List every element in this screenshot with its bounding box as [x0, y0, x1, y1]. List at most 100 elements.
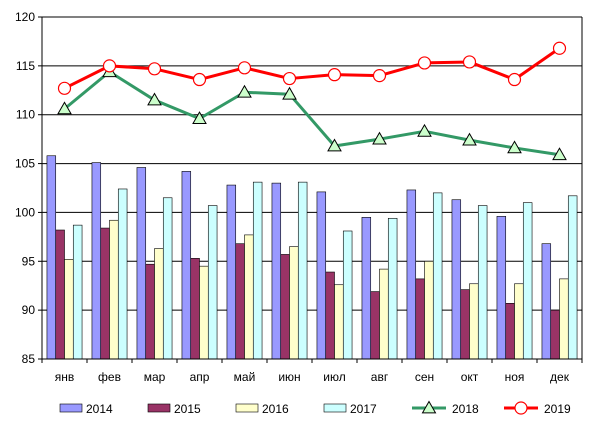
point-2018-авг [372, 131, 387, 145]
bar-2016-май [244, 234, 254, 360]
bar-2016-янв [64, 259, 74, 360]
point-2018-июл [327, 138, 342, 152]
bar-2017-окт [477, 205, 488, 360]
bar-2015-мар [145, 263, 155, 360]
bar-2017-авг [387, 217, 398, 360]
point-2019-дек [552, 41, 567, 55]
bar-2014-дек [541, 243, 552, 360]
bar-2014-июл [316, 191, 327, 360]
bar-2015-дек [550, 309, 560, 360]
bar-2015-июн [280, 254, 290, 360]
legend-label-2015: 2015 [174, 402, 201, 416]
point-2019-апр [192, 72, 207, 87]
bar-2016-июл [334, 284, 344, 360]
point-2019-мар [147, 62, 162, 76]
legend-swatch-2015 [147, 403, 171, 413]
bar-2015-ноя [505, 303, 515, 360]
y-tick-label: 115 [16, 59, 35, 73]
bar-2014-апр [181, 171, 192, 360]
legend-swatch-2017 [323, 403, 347, 413]
point-2019-май [237, 61, 252, 75]
y-tick-label: 110 [16, 108, 35, 122]
bar-2017-мар [162, 197, 173, 360]
x-tick-label: авг [371, 370, 389, 384]
bar-2016-авг [379, 268, 389, 360]
point-2018-апр [192, 111, 207, 124]
x-tick-label: дек [550, 370, 570, 384]
bar-2016-апр [199, 265, 209, 360]
bar-2014-сен [406, 189, 417, 360]
bar-2015-янв [55, 229, 65, 360]
bar-2017-июл [342, 230, 353, 360]
x-tick-label: окт [461, 370, 479, 384]
bar-2016-окт [469, 283, 479, 360]
bar-2014-фев [91, 162, 102, 360]
bar-2015-сен [415, 278, 425, 360]
bar-2017-апр [207, 205, 218, 360]
legend-marker-2019 [514, 401, 528, 415]
legend-label-2016: 2016 [262, 402, 289, 416]
legend-label-2014: 2014 [86, 402, 113, 416]
point-2019-ноя [507, 72, 522, 87]
legend-label-2018: 2018 [452, 402, 479, 416]
bar-2016-сен [424, 260, 434, 360]
point-2018-ноя [507, 140, 522, 154]
bar-2015-июл [325, 271, 335, 360]
line-2019 [63, 47, 561, 90]
point-2018-янв [57, 101, 72, 115]
line-2018 [63, 70, 560, 157]
point-2019-янв [57, 81, 72, 95]
bar-2017-янв [72, 224, 83, 360]
point-2018-сен [417, 123, 432, 137]
legend-label-2017: 2017 [350, 402, 377, 416]
y-tick-label: 85 [22, 352, 36, 366]
legend-swatch-2016 [235, 403, 259, 413]
y-tick-label: 105 [15, 157, 35, 171]
point-2018-июн [282, 86, 297, 100]
plot-area [42, 17, 582, 359]
x-tick-label: июл [323, 370, 345, 384]
bar-2016-дек [559, 278, 569, 360]
bar-2015-апр [190, 258, 200, 360]
bar-2014-июн [271, 182, 282, 360]
bar-2015-май [235, 243, 245, 360]
point-2018-дек [552, 147, 567, 161]
bar-2014-мар [136, 167, 147, 360]
legend-label-2019: 2019 [544, 402, 571, 416]
bar-2017-ноя [522, 202, 533, 360]
point-2019-сен [417, 56, 432, 70]
bar-2016-фев [109, 219, 119, 360]
y-tick-label: 95 [22, 254, 36, 268]
bar-2015-фев [100, 227, 110, 360]
point-2019-июн [282, 71, 297, 86]
bar-2017-фев [117, 188, 128, 360]
point-2019-фев [102, 59, 117, 73]
bar-2016-мар [154, 248, 164, 360]
point-2018-окт [462, 132, 477, 146]
bar-2017-май [252, 181, 263, 360]
bar-2017-сен [432, 192, 443, 360]
y-tick-label: 90 [22, 303, 36, 317]
point-2019-июл [327, 68, 342, 82]
bar-2014-авг [361, 217, 372, 360]
x-tick-label: мар [144, 370, 166, 384]
legend-marker-2018 [421, 400, 437, 414]
bar-2014-ноя [496, 216, 507, 360]
x-tick-label: янв [55, 370, 75, 384]
legend-swatch-2014 [59, 403, 83, 413]
point-2019-окт [462, 55, 477, 69]
bar-2017-июн [297, 181, 308, 360]
x-tick-label: фев [98, 370, 121, 384]
point-2018-мар [147, 92, 162, 106]
x-tick-label: июн [278, 370, 300, 384]
bar-2014-янв [46, 155, 57, 360]
point-2018-май [237, 84, 252, 98]
point-2019-авг [372, 69, 387, 83]
x-tick-label: ноя [505, 370, 525, 384]
bar-2014-окт [451, 199, 462, 360]
x-tick-label: апр [190, 370, 210, 384]
y-tick-label: 120 [15, 10, 35, 24]
bar-2014-май [226, 184, 237, 360]
